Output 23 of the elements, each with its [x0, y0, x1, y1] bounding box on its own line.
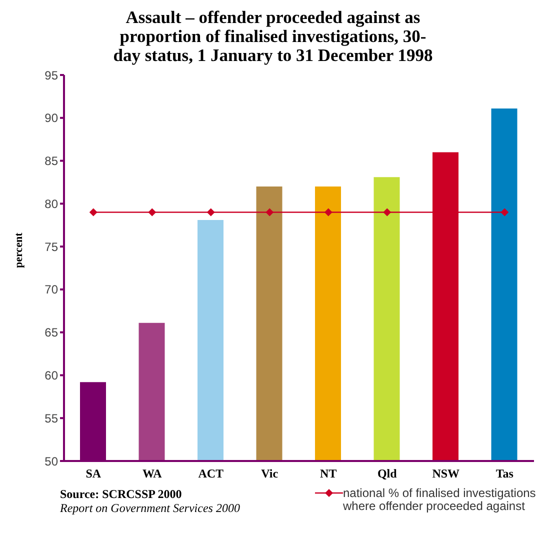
y-tick-label: 85: [44, 154, 58, 168]
x-tick-label: ACT: [198, 466, 224, 481]
y-axis-title: percent: [12, 232, 25, 268]
x-tick-label: NSW: [432, 466, 460, 481]
x-tick-label: Vic: [261, 466, 279, 481]
y-tick-label: 90: [44, 111, 58, 126]
y-tick-label: 70: [44, 282, 58, 297]
y-tick-label: 80: [44, 196, 58, 211]
y-tick-label: 95: [44, 68, 58, 82]
x-tick-label: Qld: [377, 466, 398, 481]
y-tick-label: 75: [44, 240, 58, 254]
y-tick-label: 60: [44, 368, 58, 382]
chart-title: Assault – offender proceeded against as proportion of finalised investigations, 30-day status, 1 January to 31 December 1998: [112, 7, 434, 65]
y-tick-label: 50: [44, 454, 58, 468]
y-tick-label: 55: [44, 411, 58, 426]
text: Report on Government Services 2000: [60, 501, 240, 515]
x-tick-label: WA: [142, 466, 162, 481]
y-tick-label: 65: [44, 326, 58, 340]
x-tick-label: NT: [320, 466, 337, 481]
x-tick-label: Tas: [496, 466, 514, 481]
x-tick-label: SA: [86, 466, 102, 481]
legend-label: national % of finalised investigations where offender proceeded against: [343, 486, 537, 513]
source-note: Source: SCRCSSP 2000: [60, 487, 183, 501]
